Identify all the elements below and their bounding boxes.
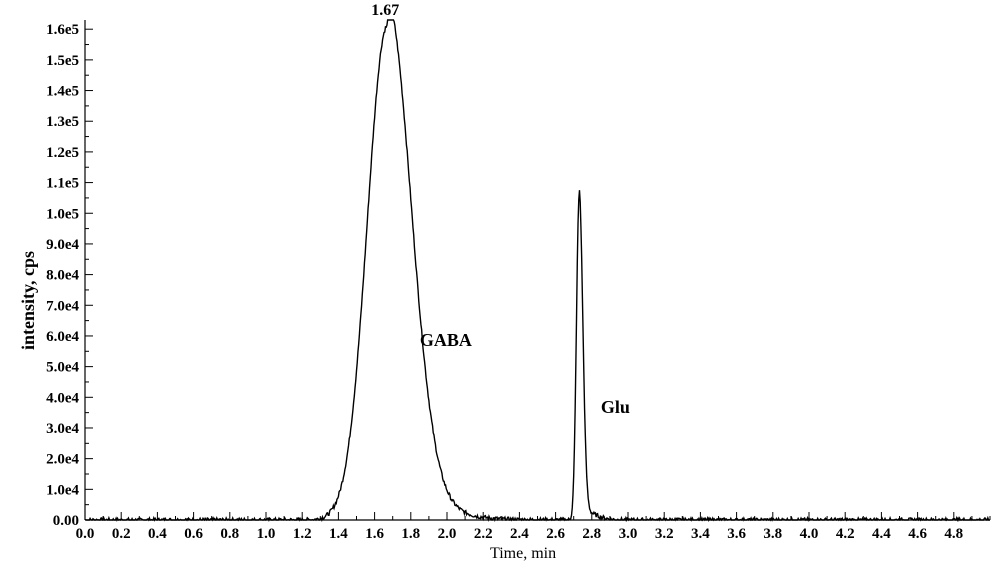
svg-text:1.5e5: 1.5e5	[46, 53, 79, 69]
svg-text:2.8: 2.8	[582, 526, 601, 542]
svg-text:2.4: 2.4	[510, 526, 529, 542]
svg-text:0.4: 0.4	[148, 526, 167, 542]
svg-text:0.8: 0.8	[220, 526, 239, 542]
svg-text:1.0e5: 1.0e5	[46, 206, 79, 222]
retention-time-annotation: 1.67	[371, 2, 399, 20]
svg-text:1.2: 1.2	[293, 526, 312, 542]
svg-text:3.0e4: 3.0e4	[46, 421, 79, 437]
peak-label-gaba: GABA	[420, 330, 472, 351]
svg-text:2.6: 2.6	[546, 526, 565, 542]
svg-text:5.0e4: 5.0e4	[46, 360, 79, 376]
svg-text:1.4e5: 1.4e5	[46, 84, 79, 100]
x-axis-label: Time, min	[490, 545, 556, 563]
svg-text:3.6: 3.6	[727, 526, 746, 542]
svg-text:8.0e4: 8.0e4	[46, 268, 79, 284]
svg-text:1.4: 1.4	[329, 526, 348, 542]
svg-text:6.0e4: 6.0e4	[46, 329, 79, 345]
svg-text:2.0: 2.0	[438, 526, 457, 542]
svg-text:4.8: 4.8	[944, 526, 963, 542]
svg-text:1.6e5: 1.6e5	[46, 22, 79, 38]
svg-text:1.0: 1.0	[257, 526, 276, 542]
svg-text:9.0e4: 9.0e4	[46, 237, 79, 253]
peak-label-glu: Glu	[601, 397, 630, 418]
svg-text:4.0: 4.0	[800, 526, 819, 542]
svg-text:1.0e4: 1.0e4	[46, 482, 79, 498]
svg-text:3.0: 3.0	[619, 526, 638, 542]
svg-text:7.0e4: 7.0e4	[46, 298, 79, 314]
svg-text:1.6: 1.6	[365, 526, 384, 542]
svg-text:1.2e5: 1.2e5	[46, 145, 79, 161]
svg-text:1.1e5: 1.1e5	[46, 176, 79, 192]
svg-text:0.2: 0.2	[112, 526, 131, 542]
chromatogram-chart: 0.00.20.40.60.81.01.21.41.61.82.02.22.42…	[0, 0, 1000, 574]
svg-text:1.3e5: 1.3e5	[46, 114, 79, 130]
svg-text:4.6: 4.6	[908, 526, 927, 542]
svg-text:4.2: 4.2	[836, 526, 855, 542]
svg-text:0.00: 0.00	[53, 513, 79, 529]
svg-text:4.0e4: 4.0e4	[46, 390, 79, 406]
svg-text:3.8: 3.8	[763, 526, 782, 542]
y-axis-label: intensity, cps	[18, 251, 39, 350]
chart-svg: 0.00.20.40.60.81.01.21.41.61.82.02.22.42…	[0, 0, 1000, 574]
svg-text:0.6: 0.6	[184, 526, 203, 542]
svg-text:1.8: 1.8	[401, 526, 420, 542]
svg-text:3.4: 3.4	[691, 526, 710, 542]
svg-text:4.4: 4.4	[872, 526, 891, 542]
svg-text:3.2: 3.2	[655, 526, 674, 542]
svg-text:2.0e4: 2.0e4	[46, 452, 79, 468]
svg-text:2.2: 2.2	[474, 526, 493, 542]
